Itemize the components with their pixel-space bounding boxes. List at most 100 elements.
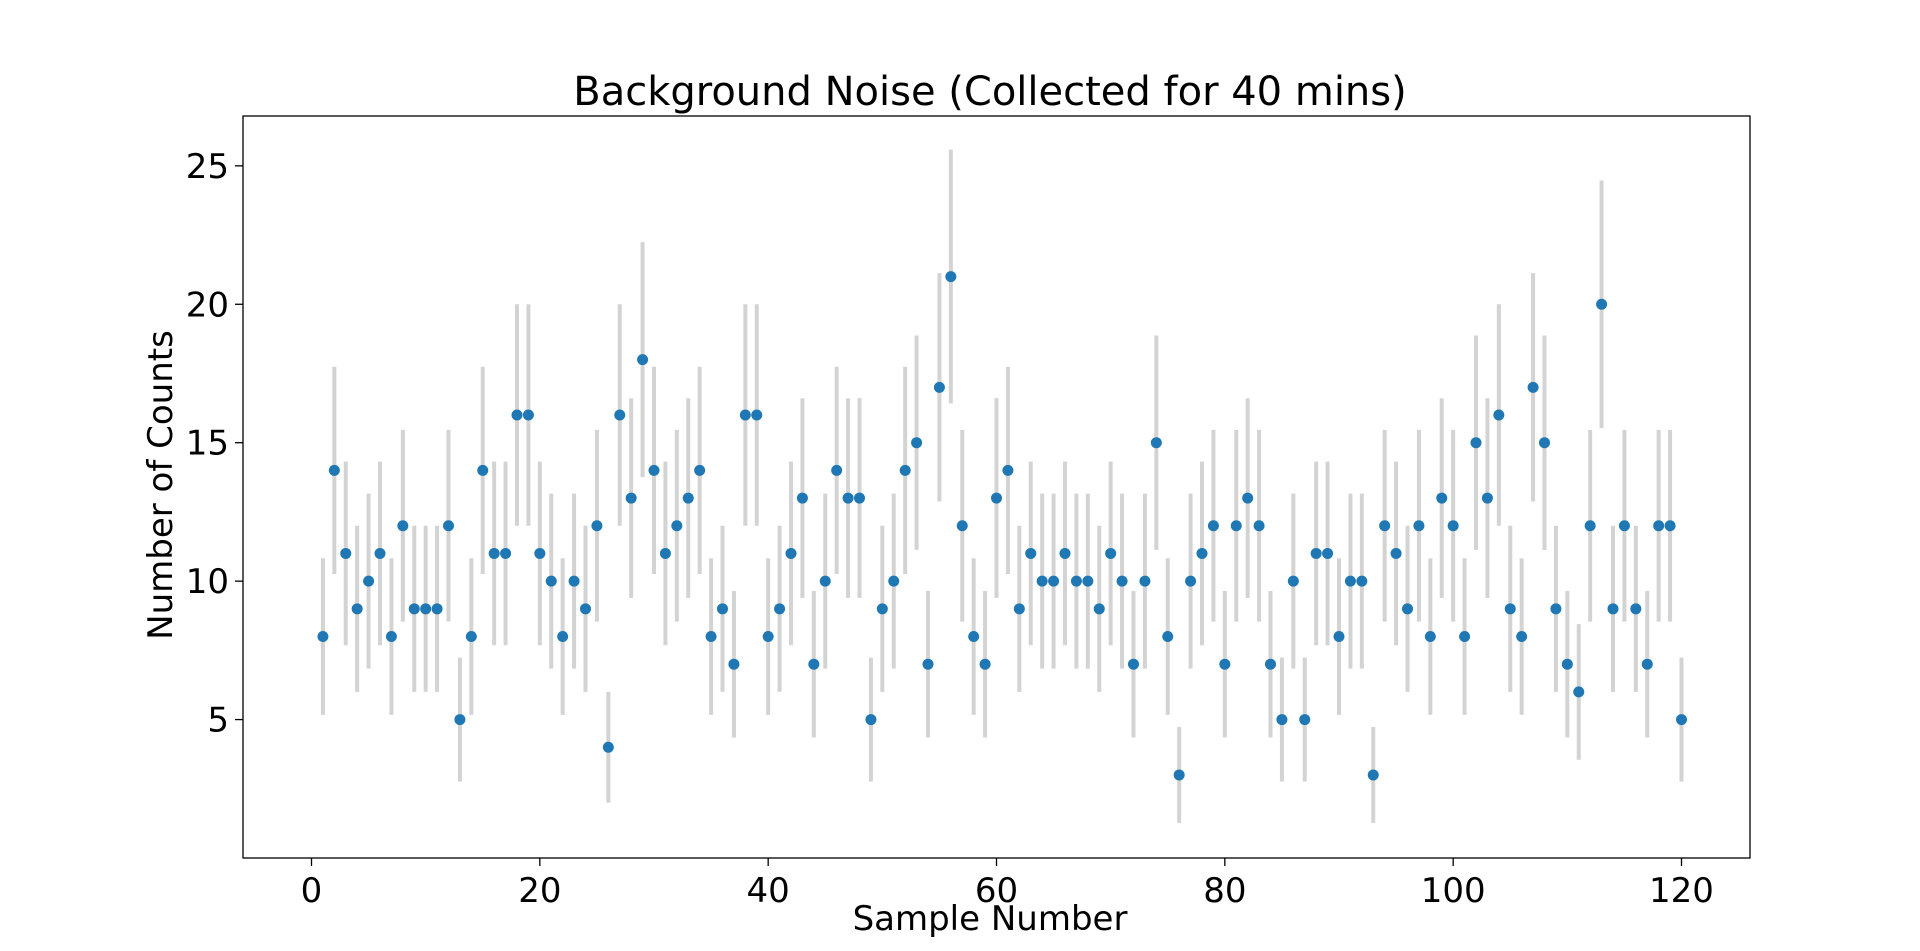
data-point [1185, 575, 1197, 587]
data-point [671, 520, 683, 532]
data-point [968, 631, 980, 643]
data-point [1630, 603, 1642, 615]
data-point [717, 603, 728, 615]
data-point [488, 547, 500, 559]
data-point [385, 631, 397, 643]
x-axis-label: Sample Number [853, 899, 1128, 939]
data-point [1002, 464, 1014, 476]
data-point [1162, 631, 1174, 643]
data-point [580, 603, 591, 615]
data-point [602, 741, 614, 753]
data-point [1207, 520, 1219, 532]
data-point [933, 381, 945, 393]
data-point [317, 631, 329, 643]
data-point [1230, 520, 1242, 532]
data-point [1413, 520, 1425, 532]
data-point [1390, 547, 1402, 559]
data-point [1436, 492, 1448, 504]
data-point [1402, 603, 1413, 615]
data-point [1584, 520, 1596, 532]
data-point [1036, 575, 1048, 587]
data-point [1093, 603, 1105, 615]
data-point [1550, 603, 1562, 615]
data-point [408, 603, 420, 615]
data-point [1459, 631, 1471, 643]
data-point [1653, 520, 1665, 532]
data-point [1504, 603, 1516, 615]
data-point [477, 464, 489, 476]
data-point [522, 409, 534, 421]
y-axis-label: Number of Counts [141, 330, 181, 640]
data-point [431, 603, 443, 615]
data-point [1676, 714, 1687, 726]
data-point [328, 464, 340, 476]
y-tick-label: 5 [207, 701, 229, 741]
x-axis: 0 20 40 60 80 100 120 [301, 858, 1714, 911]
data-point [1664, 520, 1676, 532]
data-point [865, 714, 877, 726]
data-point [739, 409, 751, 421]
data-point [1265, 658, 1276, 670]
data-point [1356, 575, 1368, 587]
chart-title: Background Noise (Collected for 40 mins) [573, 69, 1406, 115]
y-tick-label: 25 [186, 147, 229, 187]
data-point [1196, 547, 1208, 559]
data-point [1173, 769, 1185, 781]
data-point [1561, 658, 1573, 670]
data-point [1310, 547, 1322, 559]
y-tick-label: 15 [186, 424, 229, 464]
data-point [705, 631, 717, 643]
data-point [625, 492, 637, 504]
data-point [911, 437, 923, 449]
data-point [374, 547, 386, 559]
data-point [1470, 437, 1482, 449]
data-point [1242, 492, 1254, 504]
data-point [1219, 658, 1231, 670]
data-point [397, 520, 409, 532]
data-point [979, 658, 991, 670]
data-point [762, 631, 774, 643]
data-point [1516, 631, 1528, 643]
data-point [443, 520, 454, 532]
data-point [1539, 437, 1550, 449]
y-axis: 5 10 15 20 25 [186, 147, 243, 741]
data-point [785, 547, 797, 559]
data-point [340, 547, 352, 559]
data-point [682, 492, 694, 504]
x-tick-label: 0 [301, 871, 323, 911]
data-point [568, 575, 580, 587]
x-tick-label: 80 [1203, 871, 1246, 911]
y-tick-label: 20 [186, 285, 229, 325]
data-point [1379, 520, 1391, 532]
data-point [614, 409, 626, 421]
data-point [1607, 603, 1619, 615]
data-point [1139, 575, 1151, 587]
data-point [1424, 631, 1436, 643]
data-point [545, 575, 557, 587]
data-point [819, 575, 831, 587]
data-point [637, 354, 649, 366]
point-group [317, 271, 1687, 781]
data-point [1447, 520, 1459, 532]
data-point [351, 603, 363, 615]
data-point [1116, 575, 1128, 587]
data-point [1333, 631, 1345, 643]
data-point [774, 603, 786, 615]
data-point [1025, 547, 1037, 559]
data-point [694, 464, 706, 476]
data-point [465, 631, 477, 643]
data-point [454, 714, 466, 726]
data-point [945, 271, 957, 283]
x-tick-label: 20 [518, 871, 561, 911]
data-point [808, 658, 820, 670]
data-point [1618, 520, 1630, 532]
data-point [1344, 575, 1356, 587]
data-point [796, 492, 808, 504]
data-point [420, 603, 432, 615]
data-point [363, 575, 375, 587]
data-point [1493, 409, 1505, 421]
x-tick-label: 40 [747, 871, 790, 911]
data-point [511, 409, 523, 421]
data-point [648, 464, 660, 476]
